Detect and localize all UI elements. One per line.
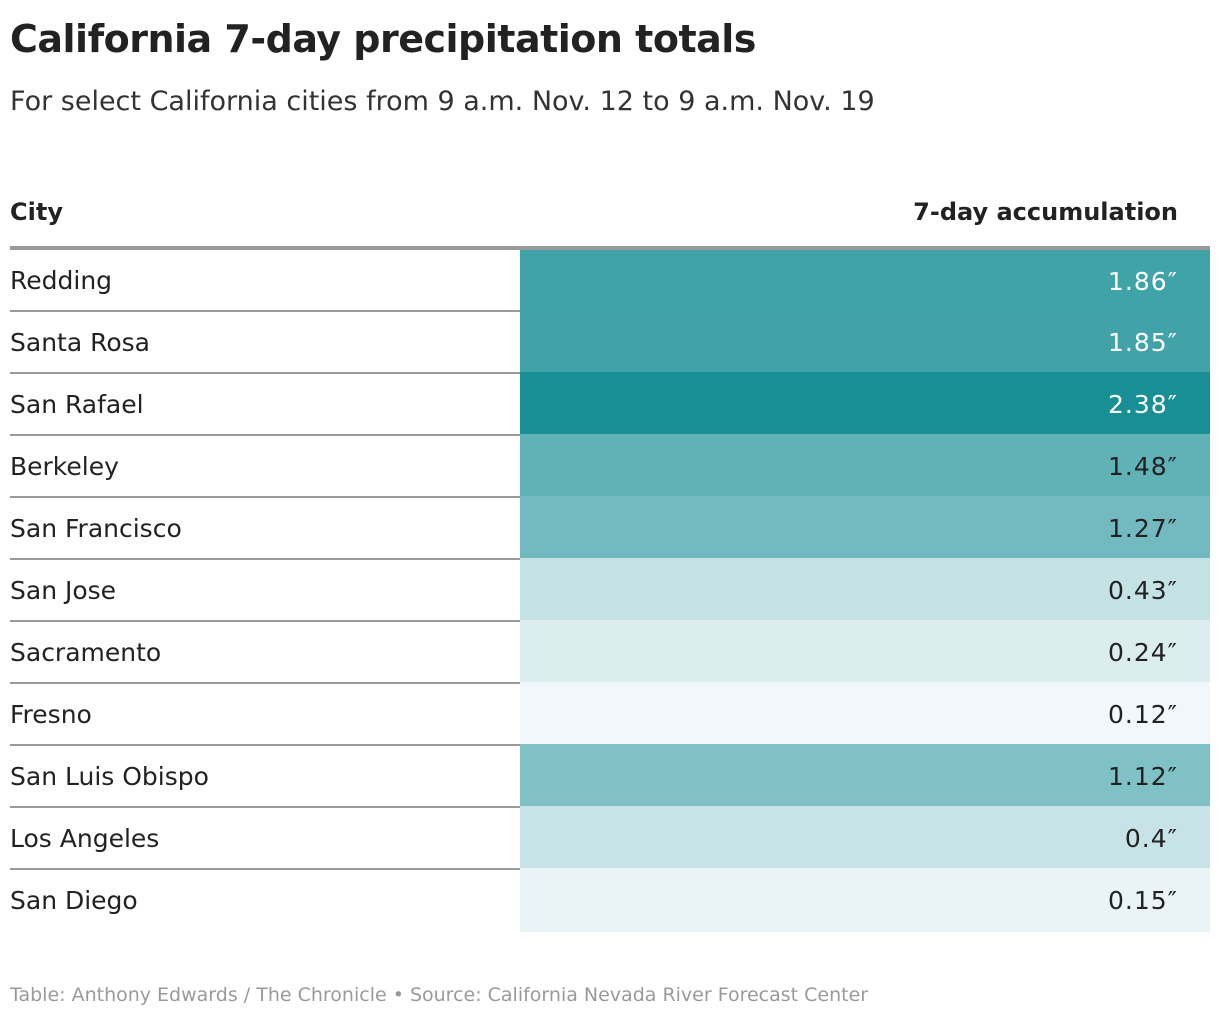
accumulation-cell: 0.43″ xyxy=(520,558,1210,622)
city-cell: San Luis Obispo xyxy=(10,762,209,791)
accumulation-cell: 0.4″ xyxy=(520,806,1210,870)
accumulation-cell: 1.12″ xyxy=(520,744,1210,808)
table-row: Redding 1.86″ xyxy=(10,250,1210,312)
table-row: Berkeley 1.48″ xyxy=(10,434,1210,498)
table-row: San Diego 0.15″ xyxy=(10,868,1210,932)
city-cell: San Jose xyxy=(10,576,117,605)
table-row: Santa Rosa 1.85″ xyxy=(10,310,1210,374)
table-row: San Francisco 1.27″ xyxy=(10,496,1210,560)
credit-footer: Table: Anthony Edwards / The Chronicle •… xyxy=(10,984,869,1006)
table-row: San Jose 0.43″ xyxy=(10,558,1210,622)
city-cell: San Diego xyxy=(10,886,138,915)
city-cell: Fresno xyxy=(10,700,92,729)
precipitation-table: City 7-day accumulation Redding 1.86″ Sant… xyxy=(10,186,1210,932)
table-row: San Luis Obispo 1.12″ xyxy=(10,744,1210,808)
table-header: City 7-day accumulation xyxy=(10,186,1210,250)
table-row: Sacramento 0.24″ xyxy=(10,620,1210,684)
chart-title: California 7-day precipitation totals xyxy=(10,17,756,61)
city-cell: Sacramento xyxy=(10,638,162,667)
accumulation-cell: 1.86″ xyxy=(520,250,1210,312)
city-cell: Los Angeles xyxy=(10,824,160,853)
city-cell: Santa Rosa xyxy=(10,328,150,357)
table-row: Los Angeles 0.4″ xyxy=(10,806,1210,870)
table-row: Fresno 0.12″ xyxy=(10,682,1210,746)
column-header-accumulation: 7-day accumulation xyxy=(913,198,1178,226)
accumulation-cell: 1.27″ xyxy=(520,496,1210,560)
accumulation-cell: 0.12″ xyxy=(520,682,1210,746)
city-cell: San Francisco xyxy=(10,514,182,543)
accumulation-cell: 0.24″ xyxy=(520,620,1210,684)
city-cell: Redding xyxy=(10,266,113,295)
column-header-city: City xyxy=(10,198,63,226)
accumulation-cell: 0.15″ xyxy=(520,868,1210,932)
chart-subtitle: For select California cities from 9 a.m.… xyxy=(10,86,875,117)
accumulation-cell: 2.38″ xyxy=(520,372,1210,436)
city-cell: San Rafael xyxy=(10,390,144,419)
table-row: San Rafael 2.38″ xyxy=(10,372,1210,436)
accumulation-cell: 1.48″ xyxy=(520,434,1210,498)
city-cell: Berkeley xyxy=(10,452,119,481)
table-body: Redding 1.86″ Santa Rosa 1.85″ San Rafael 2.3… xyxy=(10,250,1210,932)
accumulation-cell: 1.85″ xyxy=(520,310,1210,374)
